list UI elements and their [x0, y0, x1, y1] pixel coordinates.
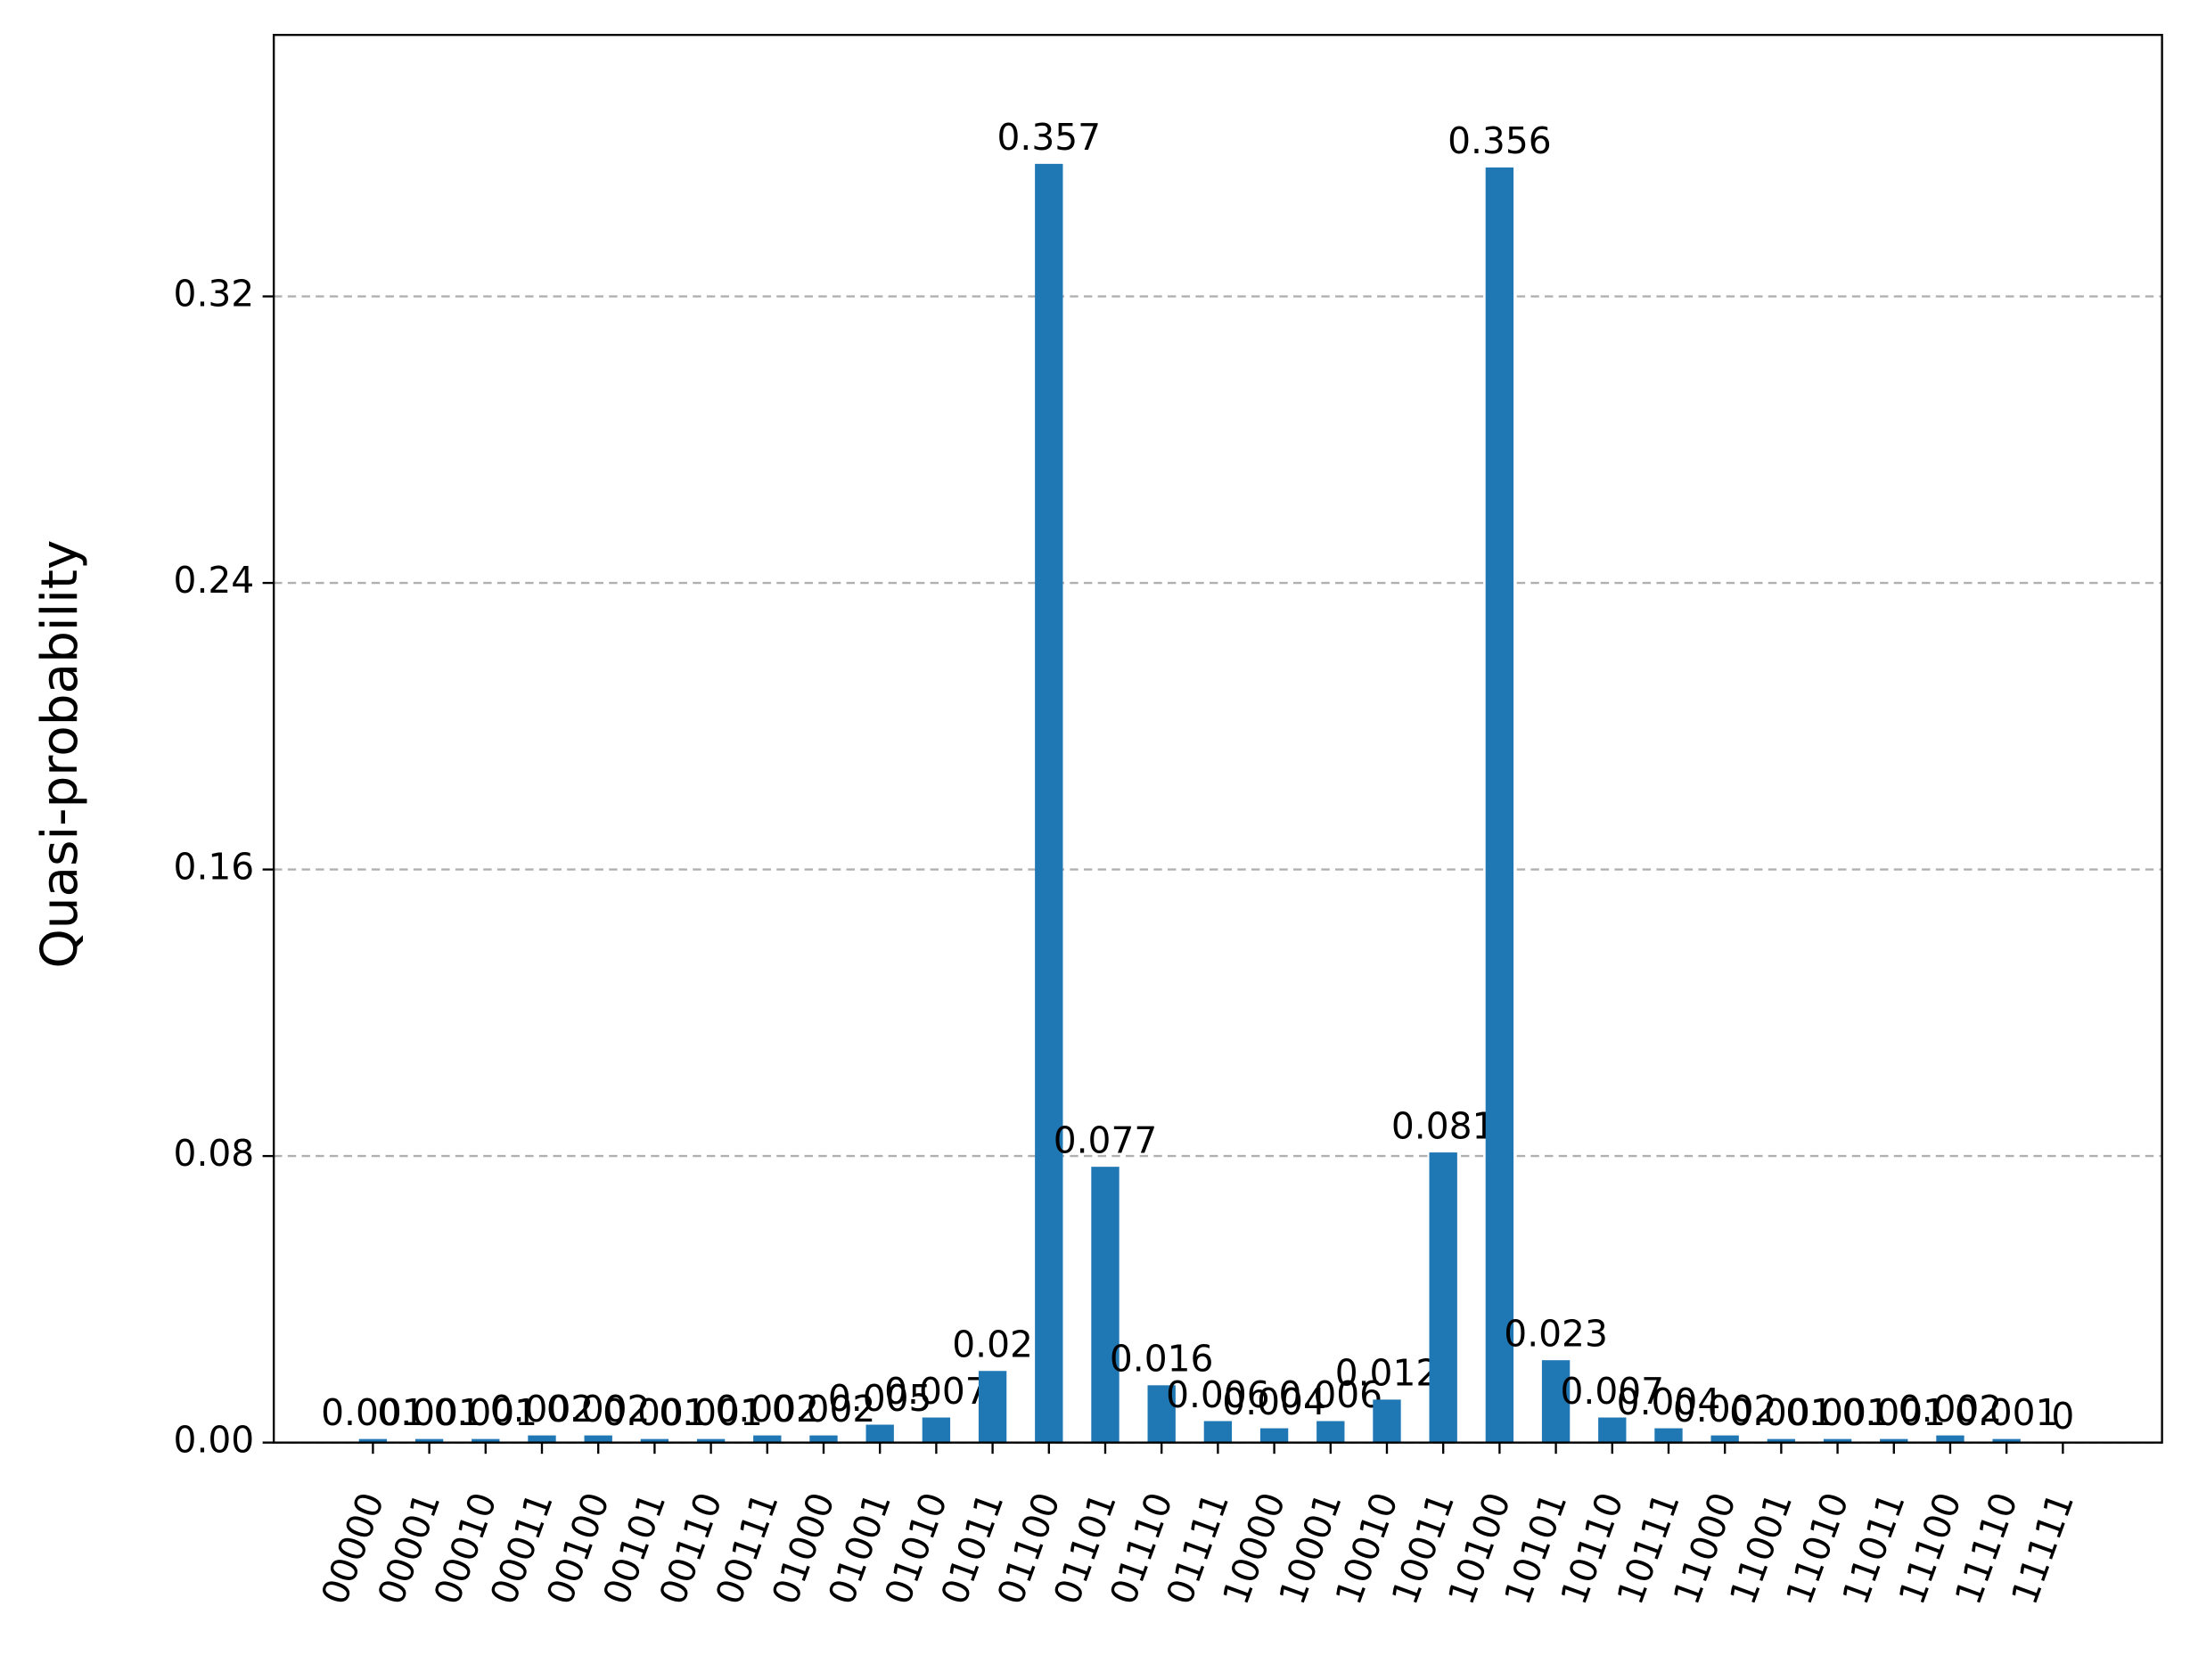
bar — [1710, 1435, 1739, 1443]
value-label: 0.002 — [772, 1388, 876, 1430]
value-label: 0.023 — [1504, 1313, 1608, 1356]
bar — [1373, 1399, 1401, 1443]
value-label: 0.006 — [1278, 1373, 1382, 1416]
value-label: 0.006 — [1166, 1373, 1270, 1416]
value-label: 0.001 — [603, 1391, 707, 1434]
value-label: 0.081 — [1391, 1104, 1496, 1147]
value-label: 0.016 — [1110, 1338, 1214, 1381]
bar — [1767, 1438, 1796, 1443]
bar — [865, 1424, 894, 1443]
bar — [1091, 1167, 1120, 1443]
plot-frame — [272, 33, 2163, 1444]
bar — [1259, 1428, 1289, 1443]
value-label: 0.007 — [884, 1370, 988, 1413]
value-label: 0 — [2051, 1395, 2074, 1438]
bar — [528, 1435, 556, 1443]
y-tick-label: 0.08 — [174, 1132, 255, 1175]
bar — [1598, 1417, 1627, 1443]
bar — [1147, 1385, 1176, 1443]
value-label: 0.002 — [490, 1388, 595, 1430]
bar — [753, 1435, 782, 1443]
bar — [922, 1417, 951, 1443]
value-label: 0.001 — [434, 1391, 538, 1434]
value-label: 0.077 — [1054, 1119, 1158, 1161]
value-label: 0.004 — [1617, 1381, 1721, 1423]
value-label: 0.001 — [1785, 1391, 1890, 1434]
bar — [1541, 1360, 1571, 1443]
bar — [1429, 1152, 1457, 1443]
bar — [1203, 1421, 1233, 1443]
bar — [1485, 167, 1514, 1443]
bar — [414, 1438, 444, 1443]
value-label: 0.002 — [716, 1388, 820, 1430]
value-label: 0.001 — [321, 1391, 425, 1434]
value-label: 0.357 — [997, 116, 1102, 159]
y-tick-label: 0.00 — [174, 1419, 255, 1462]
value-label: 0.001 — [1841, 1391, 1946, 1434]
bar — [1316, 1421, 1345, 1443]
bar — [640, 1438, 669, 1443]
bar — [358, 1438, 388, 1443]
bar — [1823, 1438, 1852, 1443]
value-label: 0.012 — [1335, 1352, 1439, 1395]
y-axis-label: Quasi-probability — [31, 540, 89, 969]
y-tick-label: 0.16 — [174, 846, 255, 889]
bar — [1035, 163, 1063, 1443]
y-tick-label: 0.32 — [174, 273, 255, 316]
value-label: 0.002 — [1673, 1388, 1777, 1430]
value-label: 0.002 — [546, 1388, 651, 1430]
value-label: 0.02 — [952, 1324, 1033, 1366]
bar — [1992, 1438, 2021, 1443]
value-label: 0.007 — [1560, 1370, 1664, 1413]
value-label: 0.001 — [377, 1391, 481, 1434]
bar — [1880, 1438, 1908, 1443]
bar — [809, 1435, 838, 1443]
bar — [472, 1438, 500, 1443]
bar — [1936, 1435, 1964, 1443]
value-label: 0.002 — [1899, 1388, 2003, 1430]
value-label: 0.001 — [1729, 1391, 1833, 1434]
value-label: 0.004 — [1222, 1381, 1326, 1423]
value-label: 0.356 — [1448, 119, 1552, 162]
y-tick-label: 0.24 — [174, 559, 255, 602]
bar — [584, 1435, 612, 1443]
value-label: 0.001 — [1955, 1391, 2059, 1434]
value-label: 0.001 — [659, 1391, 763, 1434]
bar — [1654, 1428, 1683, 1443]
bar — [696, 1438, 726, 1443]
bar — [978, 1371, 1007, 1443]
value-label: 0.005 — [828, 1377, 932, 1420]
